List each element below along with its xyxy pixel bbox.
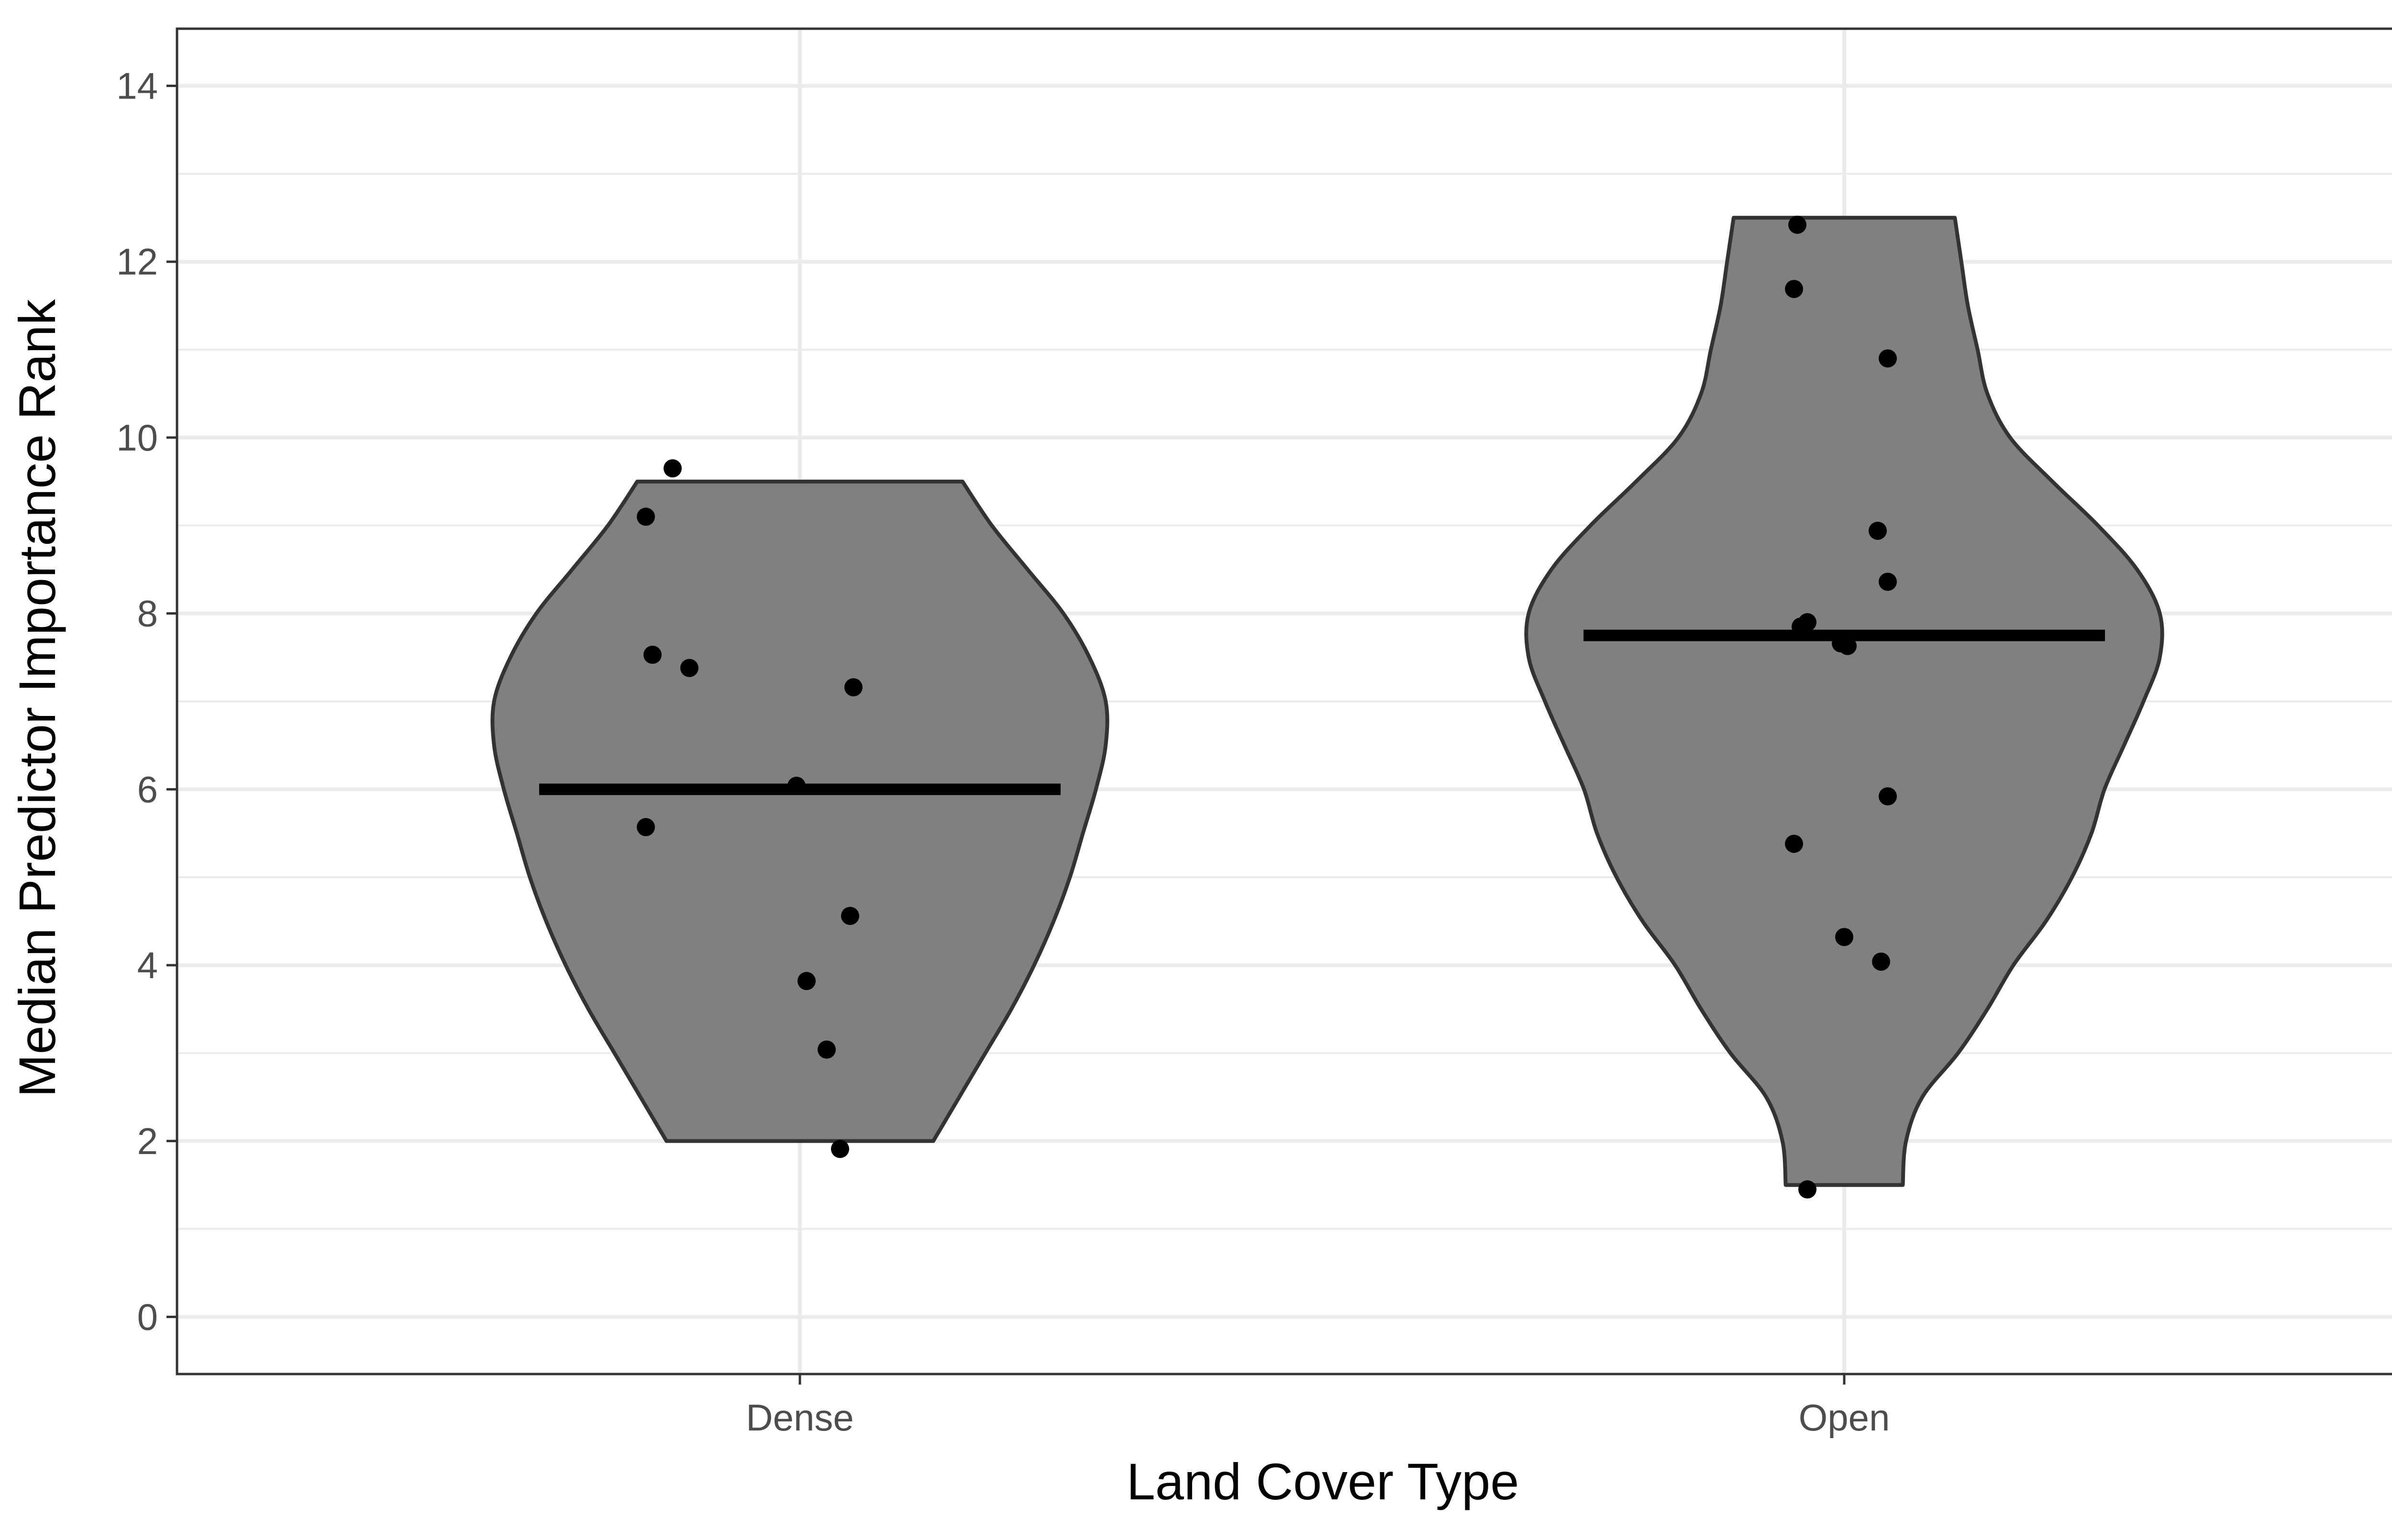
data-point: [643, 646, 662, 664]
violin-shapes: [490, 216, 2164, 1187]
x-tick-label: Dense: [746, 1397, 853, 1439]
data-point: [787, 777, 806, 795]
data-point: [841, 907, 859, 925]
y-tick-label: 8: [137, 593, 158, 635]
violin-dense: [490, 479, 1109, 1143]
data-point: [637, 507, 655, 526]
data-point: [664, 459, 682, 478]
y-tick-label: 0: [137, 1296, 158, 1338]
data-point: [818, 1040, 836, 1059]
data-point: [1788, 215, 1806, 234]
data-point: [1798, 1180, 1816, 1199]
x-tick-label: Open: [1799, 1397, 1890, 1439]
data-point: [1835, 928, 1853, 946]
y-tick-label: 12: [116, 241, 158, 283]
y-axis: 0 2 4 6 8 10 12 14: [116, 65, 177, 1338]
data-point: [1879, 787, 1897, 806]
y-tick-label: 10: [116, 417, 158, 459]
data-point: [637, 818, 655, 836]
data-point: [1792, 617, 1810, 636]
y-tick-label: 2: [137, 1120, 158, 1162]
data-point: [1872, 952, 1890, 971]
data-point: [680, 659, 698, 677]
data-point: [1838, 637, 1857, 655]
data-point: [1869, 521, 1887, 540]
y-tick-label: 4: [137, 944, 158, 986]
data-point: [844, 678, 863, 697]
y-tick-label: 6: [137, 768, 158, 810]
data-point: [831, 1140, 849, 1158]
data-point: [797, 972, 816, 990]
x-axis-title: Land Cover Type: [1127, 1452, 1519, 1510]
data-points: [637, 215, 1897, 1199]
y-tick-label: 14: [116, 65, 158, 107]
data-point: [1879, 572, 1897, 591]
violin-open: [1524, 216, 2164, 1187]
data-point: [1879, 349, 1897, 368]
y-axis-title: Median Predictor Importance Rank: [8, 299, 66, 1098]
panel-border: [176, 27, 2392, 1375]
data-point: [1785, 835, 1803, 853]
x-axis: Dense Open: [746, 1374, 1890, 1439]
data-point: [1785, 280, 1803, 298]
